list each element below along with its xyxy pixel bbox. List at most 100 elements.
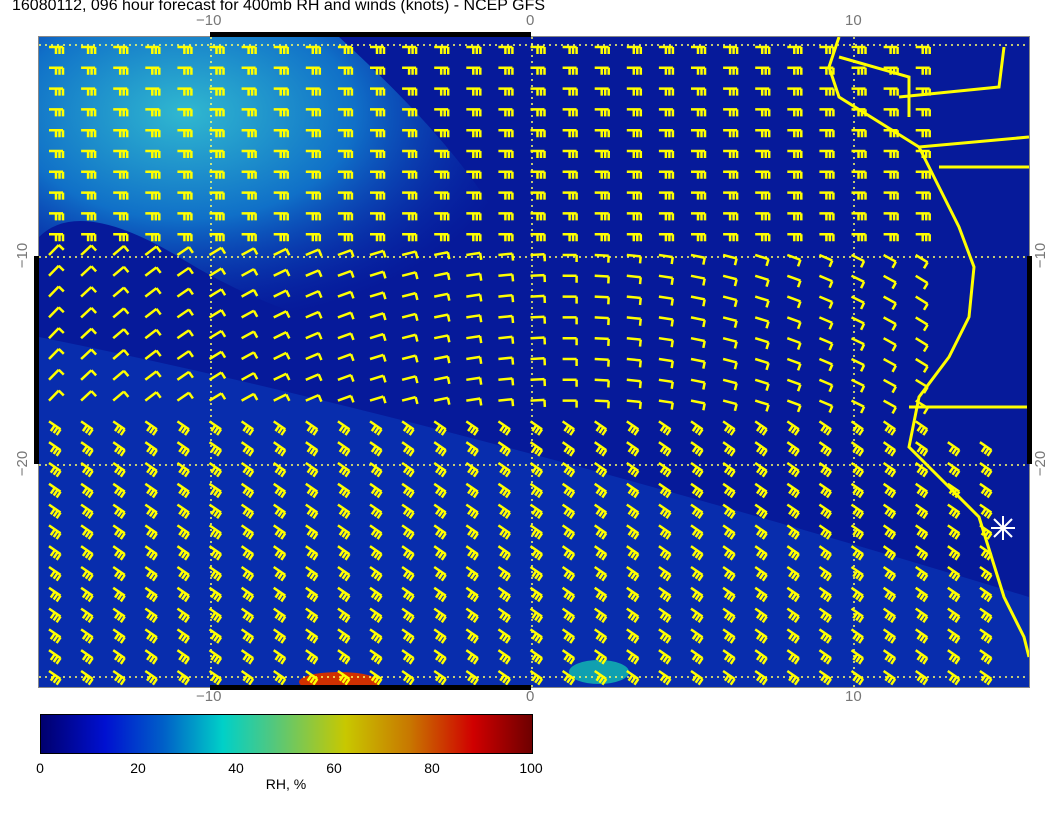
wind-barb [755, 128, 771, 138]
wind-barb [786, 316, 802, 330]
wind-barb [626, 461, 640, 478]
wind-barb [818, 399, 834, 413]
wind-barb [337, 441, 351, 457]
wind-barb [722, 545, 736, 561]
wind-barb [723, 45, 739, 54]
wind-barb [722, 586, 736, 603]
wind-barb [498, 128, 514, 138]
wind-barb [626, 482, 640, 499]
wind-barb [176, 308, 194, 319]
wind-barb [144, 420, 158, 436]
wind-barb [434, 170, 450, 179]
wind-barb [819, 191, 835, 200]
wind-barb [530, 191, 546, 200]
wind-barb [241, 170, 257, 179]
wind-barb [497, 586, 511, 603]
wind-barb [755, 170, 771, 179]
wind-barb [690, 274, 706, 286]
wind-barb [658, 212, 675, 221]
wind-barb [305, 461, 319, 478]
wind-barb [241, 87, 257, 96]
wind-barb [626, 420, 640, 436]
wind-barb [305, 87, 322, 96]
wind-barb [658, 108, 675, 117]
wind-barb [80, 607, 94, 623]
colorbar-label: RH, % [265, 776, 307, 792]
axis-bar-left [34, 256, 39, 464]
wind-barb [690, 441, 704, 457]
wind-barb [112, 669, 126, 686]
wind-barb [979, 461, 993, 478]
wind-barb [883, 191, 899, 200]
wind-barb [786, 545, 800, 561]
wind-barb [273, 232, 289, 242]
wind-barb [530, 253, 547, 262]
wind-barb [723, 170, 739, 179]
wind-barb [883, 274, 897, 290]
wind-barb [177, 108, 193, 117]
wind-barb [80, 586, 94, 603]
wind-barb [755, 66, 771, 75]
wind-barb [81, 212, 97, 221]
wind-barb [434, 66, 450, 75]
wind-barb [466, 191, 482, 200]
wind-barb [112, 420, 126, 436]
wind-barb [273, 170, 289, 179]
wind-barb [209, 128, 225, 138]
wind-barb [305, 45, 322, 54]
wind-barb [819, 212, 835, 221]
wind-barb [240, 461, 255, 478]
colorbar-tick: 40 [228, 760, 244, 776]
wind-barb [81, 128, 97, 138]
wind-barb [370, 66, 386, 75]
wind-barb [370, 45, 386, 54]
wind-barb [593, 565, 608, 582]
wind-barb [370, 149, 386, 158]
wind-barb [208, 309, 227, 319]
wind-barb [979, 482, 993, 499]
wind-barb [144, 441, 158, 457]
wind-barb [787, 149, 803, 158]
wind-barb [369, 441, 383, 457]
wind-barb [787, 212, 803, 221]
wind-barb [915, 149, 931, 158]
wind-barb [369, 374, 387, 383]
wind-barb [883, 378, 897, 394]
wind-barb [272, 420, 287, 436]
wind-barb [691, 149, 707, 158]
wind-barb [113, 87, 129, 96]
wind-barb [787, 66, 803, 75]
wind-barb [209, 212, 225, 221]
wind-barb [144, 482, 158, 499]
wind-barb [658, 253, 674, 265]
wind-barb [626, 128, 643, 138]
wind-barb [401, 503, 415, 519]
wind-barb [722, 649, 736, 665]
wind-barb [819, 87, 835, 96]
wind-barb [465, 607, 479, 623]
wind-barb [208, 441, 223, 457]
wind-barb [145, 212, 161, 221]
wind-barb [466, 149, 482, 158]
wind-barb [144, 628, 158, 644]
wind-barb [818, 649, 832, 665]
wind-barb [947, 586, 961, 603]
wind-barb [691, 66, 707, 75]
wind-barb [48, 461, 62, 478]
wind-barb [786, 628, 800, 644]
wind-barb [882, 628, 897, 644]
wind-barb [80, 286, 98, 298]
wind-barb [208, 482, 223, 499]
wind-barb [48, 441, 62, 457]
wind-barb [305, 545, 319, 561]
wind-barb [722, 482, 736, 499]
wind-barb [145, 191, 161, 200]
wind-barb [882, 586, 897, 603]
wind-barb [594, 357, 610, 367]
wind-barb [594, 336, 610, 346]
x-tick-bottom: 10 [845, 688, 862, 705]
wind-barb [177, 128, 193, 138]
wind-barb [305, 607, 319, 623]
wind-barb [658, 461, 672, 478]
x-tick-bottom: 0 [526, 688, 535, 705]
